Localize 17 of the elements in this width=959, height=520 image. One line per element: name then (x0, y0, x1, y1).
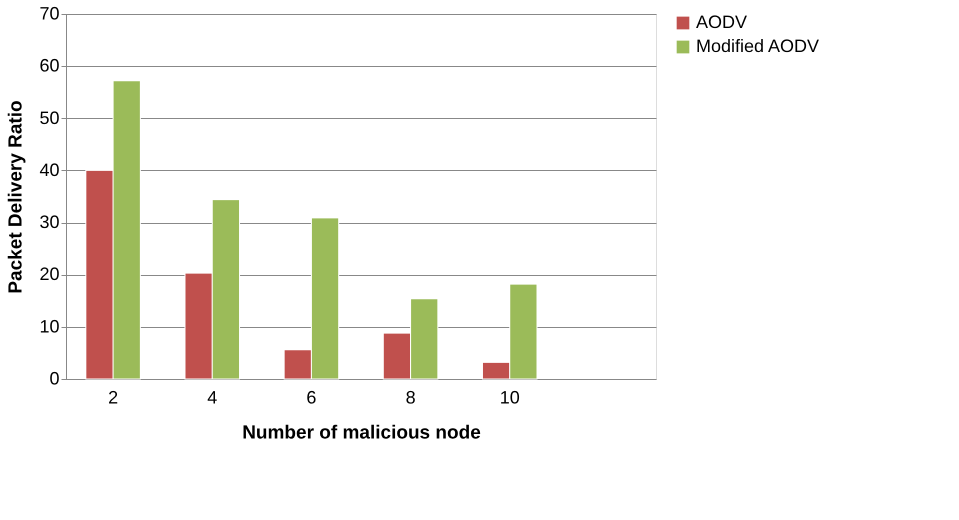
y-tick-label: 0 (49, 368, 60, 388)
y-tick-label: 20 (39, 264, 60, 284)
x-tick-label: 2 (108, 388, 118, 408)
y-tick-label: 10 (39, 316, 60, 336)
y-axis-title: Packet Delivery Ratio (5, 100, 26, 294)
y-tick-label: 60 (39, 56, 60, 76)
legend-label: AODV (696, 12, 748, 32)
y-tick-label: 30 (39, 212, 60, 232)
legend-label: Modified AODV (696, 36, 820, 56)
x-tick-label: 6 (306, 388, 316, 408)
y-tick-label: 50 (39, 108, 60, 128)
x-tick-label: 10 (500, 388, 520, 408)
x-axis-title: Number of malicious node (242, 422, 481, 444)
x-tick-label: 8 (406, 388, 416, 408)
y-tick-label: 70 (39, 4, 60, 24)
y-tick-label: 40 (39, 160, 60, 180)
x-tick-label: 4 (207, 388, 218, 408)
